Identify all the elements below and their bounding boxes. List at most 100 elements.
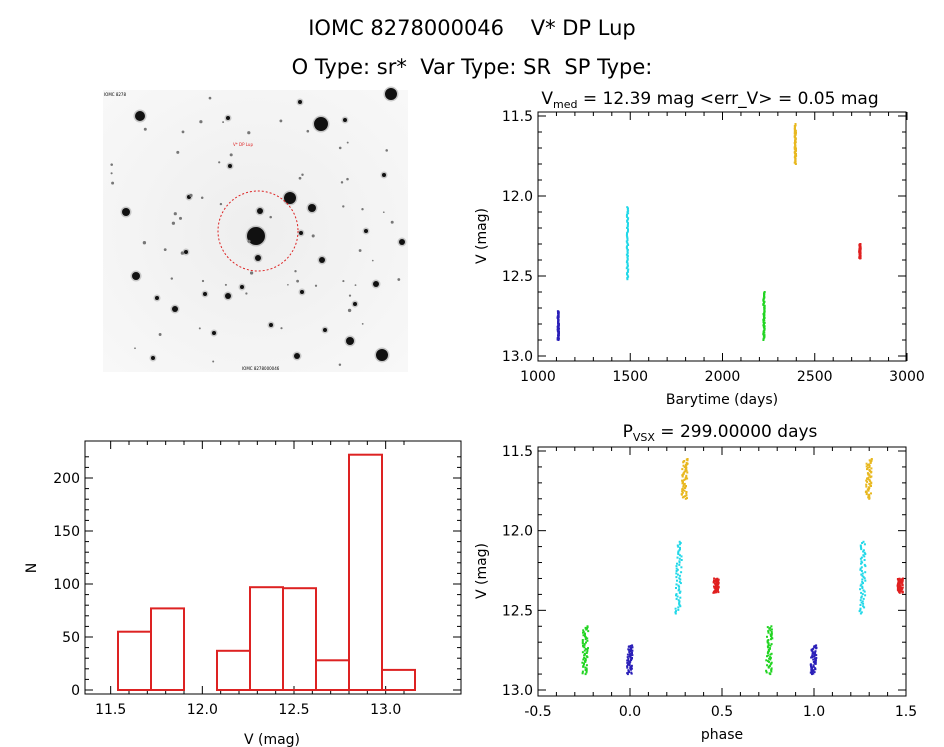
phased-point (863, 555, 866, 558)
lightcurve-point (626, 236, 629, 239)
phased-point (584, 669, 587, 671)
y-tick-label: 50 (62, 630, 80, 646)
phased-point (678, 591, 681, 594)
phased-point (627, 659, 630, 662)
phased-point (685, 491, 688, 493)
lightcurve-point (626, 237, 629, 240)
phased-point (628, 664, 631, 667)
phased-point (859, 599, 862, 602)
phased-point (676, 573, 679, 576)
lightcurve-point (626, 259, 629, 262)
phased-point (586, 626, 589, 629)
phased-point (581, 670, 584, 673)
phased-point (587, 630, 590, 633)
y-tick-label: 11.5 (502, 444, 533, 460)
x-tick-label: 1500 (612, 369, 648, 385)
phased-point (681, 482, 684, 485)
y-tick-label: 150 (53, 524, 80, 540)
lightcurve-title: Vmed = 12.39 mag <err_V> = 0.05 mag (541, 89, 878, 111)
lightcurve-point (626, 274, 629, 277)
phased-point (584, 648, 587, 650)
faint-star (371, 259, 374, 262)
phased-point (675, 567, 678, 570)
phased-point (627, 645, 630, 648)
faint-star (342, 280, 345, 283)
phased-point (675, 610, 677, 613)
phased-point (678, 543, 681, 546)
phased-point (681, 468, 684, 471)
phased-point (767, 642, 770, 645)
phased-point (677, 545, 680, 548)
faint-star (382, 211, 385, 214)
lightcurve-point (626, 230, 629, 233)
faint-star (247, 239, 251, 243)
phased-point (811, 654, 814, 657)
phased-point (681, 496, 684, 499)
faint-star (245, 292, 248, 295)
phased-point (674, 607, 677, 610)
star (269, 323, 273, 327)
phased-point (859, 588, 862, 591)
lightcurve-point (626, 224, 629, 227)
lightcurve-point (626, 220, 629, 223)
phased-point (766, 664, 769, 667)
faint-star (358, 249, 362, 252)
phased-point (901, 591, 904, 594)
x-tick-label: 1.0 (803, 704, 825, 720)
faint-star (249, 271, 254, 275)
star (385, 88, 397, 100)
phased-point (900, 581, 903, 584)
phased-point (629, 656, 632, 659)
star (184, 250, 188, 254)
faint-star (280, 327, 283, 330)
phased-point (896, 578, 899, 580)
phased-point (677, 608, 680, 611)
phased-point (713, 577, 716, 580)
phased-point (767, 630, 770, 633)
phased-point (861, 593, 864, 596)
faint-star (346, 141, 349, 144)
y-tick-label: 12.0 (502, 524, 533, 540)
faint-star (222, 121, 225, 124)
x-tick-label: 12.0 (187, 702, 218, 718)
phased-point (675, 565, 678, 568)
lightcurve-point (627, 275, 630, 278)
phased-point (898, 591, 901, 594)
phased-point (812, 655, 815, 658)
lightcurve-point (762, 324, 765, 327)
phased-point (870, 467, 873, 470)
lightcurve-point (626, 219, 629, 222)
phased-point (860, 560, 863, 563)
phased-point (678, 549, 681, 552)
phased-point (678, 604, 681, 606)
phased-point (581, 639, 584, 641)
phased-point (863, 551, 866, 554)
phased-point (628, 671, 630, 674)
phased-point (867, 496, 870, 499)
faint-star (287, 283, 289, 286)
phased-point (712, 581, 715, 584)
lightcurve-point (626, 266, 629, 268)
phased-point (681, 474, 684, 477)
phased-point (862, 582, 864, 585)
phased-point (712, 591, 715, 594)
phased-point (768, 665, 771, 667)
phased-point (630, 672, 633, 675)
lightcurve-point (626, 270, 629, 273)
faint-star (178, 216, 183, 220)
phased-point (584, 657, 587, 660)
phased-point (679, 590, 682, 593)
faint-star (111, 181, 115, 185)
star (353, 302, 357, 306)
phased-point (860, 611, 863, 614)
star (364, 229, 368, 233)
phased-point (863, 559, 866, 561)
lightcurve-point (557, 339, 560, 341)
phased-point (585, 668, 588, 671)
lightcurve-point (859, 257, 861, 260)
lightcurve-point (627, 217, 630, 220)
star (319, 257, 325, 263)
phased-point (901, 586, 904, 589)
phased-point (675, 570, 678, 572)
lightcurve-point (626, 218, 629, 221)
